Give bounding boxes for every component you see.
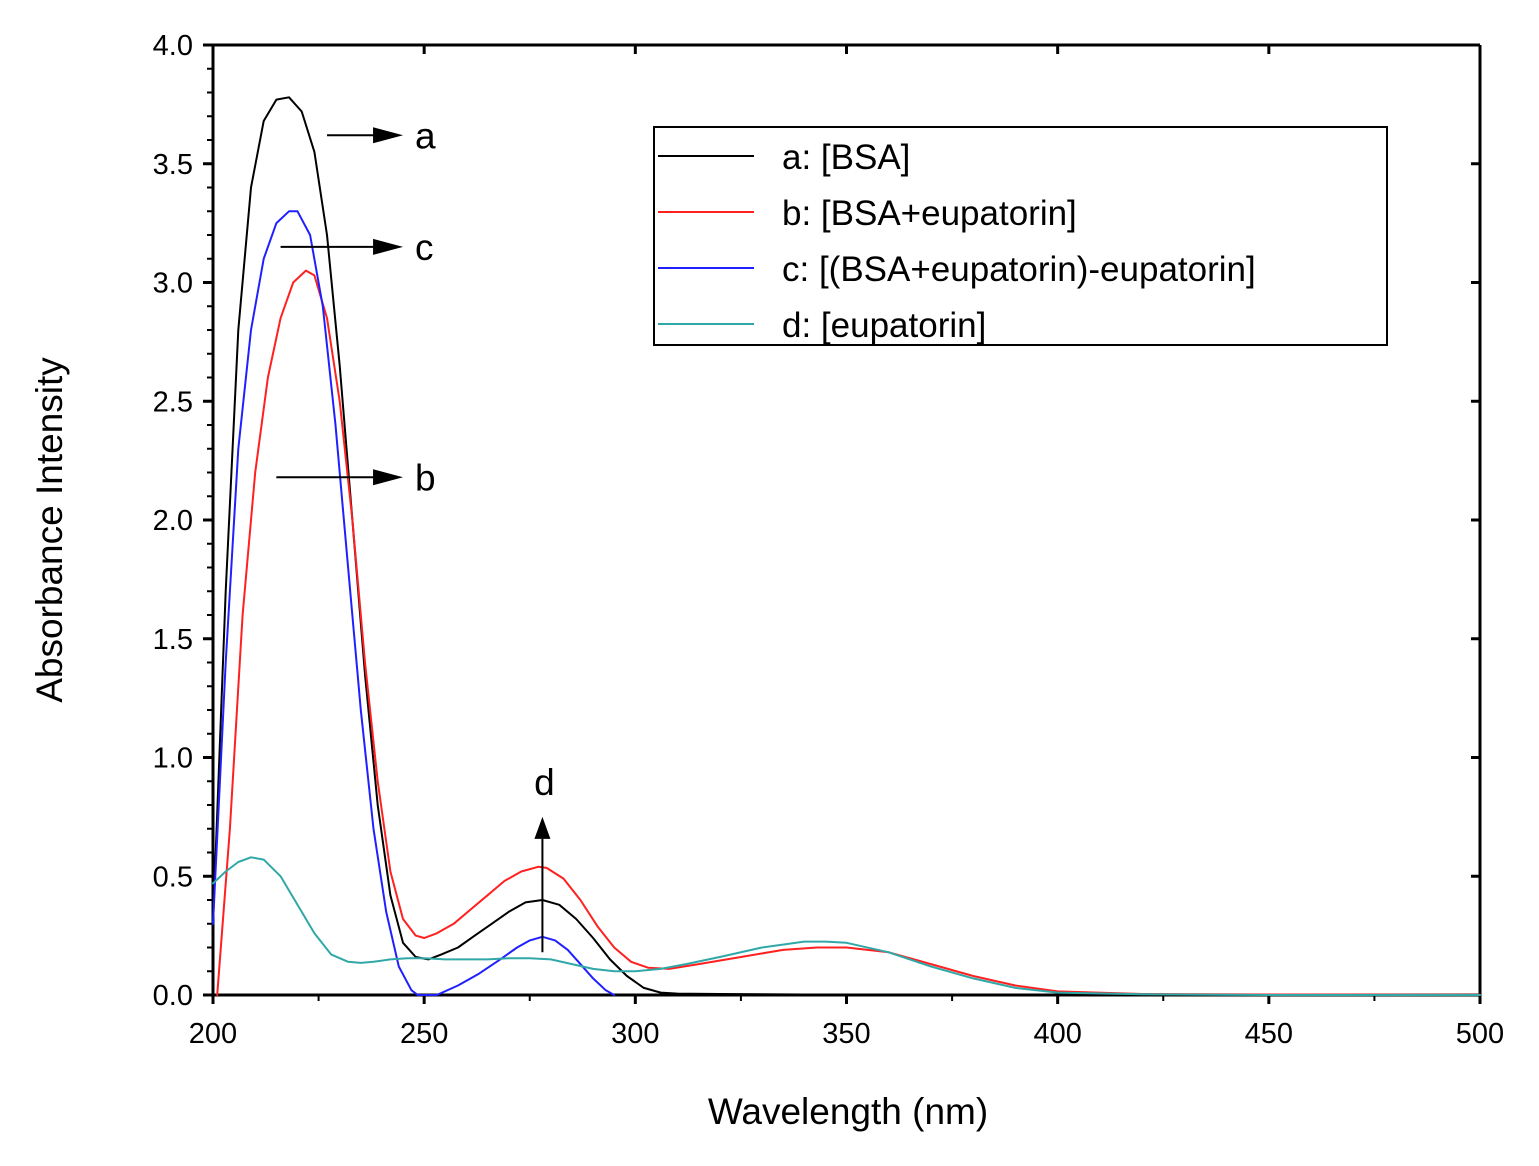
series-line-b <box>216 269 1481 996</box>
series-line-d <box>212 856 1481 996</box>
annotation-d: d <box>534 762 555 953</box>
x-tick-label: 400 <box>1033 1018 1081 1050</box>
series-line-c <box>212 210 616 996</box>
legend-label-c: c: [(BSA+eupatorin)-eupatorin] <box>782 250 1256 289</box>
y-tick-label: 4.0 <box>153 30 193 62</box>
annotation-arrowhead <box>534 816 551 839</box>
y-tick-label: 1.0 <box>153 743 193 775</box>
annotation-c: c <box>280 227 434 268</box>
x-tick-label: 250 <box>400 1018 448 1050</box>
annotation-label-b: b <box>415 457 436 498</box>
y-tick-label: 2.5 <box>153 386 193 418</box>
annotation-b: b <box>276 457 436 498</box>
y-tick-label: 0.5 <box>153 861 193 893</box>
x-tick-label: 350 <box>822 1018 870 1050</box>
y-tick-label: 3.0 <box>153 268 193 300</box>
x-tick-label: 450 <box>1245 1018 1293 1050</box>
series-lines <box>212 96 1481 996</box>
x-axis-title: Wavelength (nm) <box>708 1091 988 1132</box>
legend-box <box>653 126 1388 346</box>
annotation-label-c: c <box>415 227 434 268</box>
legend: a: [BSA] b: [BSA+eupatorin] c: [(BSA+eupat… <box>653 126 1388 346</box>
annotation-arrowhead <box>373 127 404 144</box>
x-axis-ticks: 200 250 300 350 400 450 500 <box>189 45 1504 1050</box>
x-tick-label: 200 <box>189 1018 237 1050</box>
annotation-arrowhead <box>373 469 404 486</box>
annotation-a: a <box>327 115 436 156</box>
annotation-label-a: a <box>415 115 436 156</box>
legend-label-b: b: [BSA+eupatorin] <box>782 194 1077 233</box>
series-line-a <box>212 96 1481 996</box>
y-axis-ticks: 0.0 0.5 1.0 1.5 2.0 2.5 3.0 3.5 4.0 <box>153 30 1480 1012</box>
y-tick-label: 1.5 <box>153 624 193 656</box>
annotation-arrowhead <box>373 238 404 255</box>
legend-label-d: d: [eupatorin] <box>782 306 986 345</box>
annotation-label-d: d <box>534 762 555 803</box>
y-axis-title: Absorbance Intensity <box>29 357 70 703</box>
legend-label-a: a: [BSA] <box>782 138 910 177</box>
y-tick-label: 3.5 <box>153 149 193 181</box>
annotations: a c b d <box>276 115 555 953</box>
y-tick-label: 0.0 <box>153 980 193 1012</box>
y-tick-label: 2.0 <box>153 505 193 537</box>
x-tick-label: 500 <box>1456 1018 1504 1050</box>
x-tick-label: 300 <box>611 1018 659 1050</box>
